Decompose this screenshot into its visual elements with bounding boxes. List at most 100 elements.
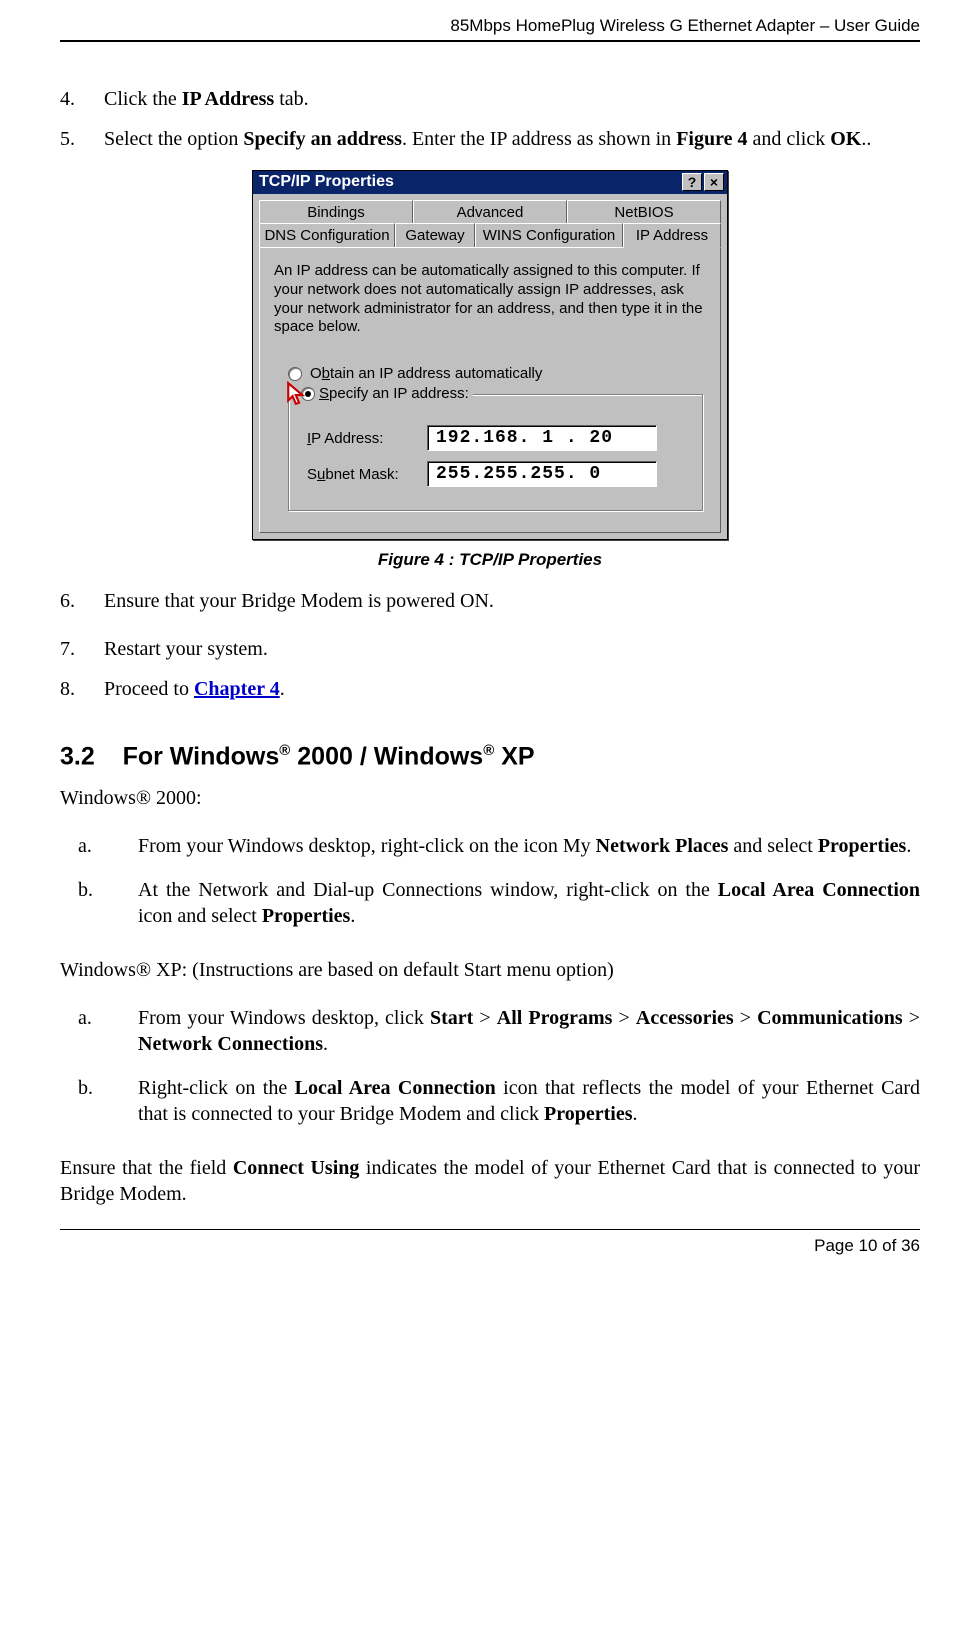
b: Network Places xyxy=(596,835,729,857)
b: Accessories xyxy=(636,1007,734,1029)
bold: Figure 4 xyxy=(676,128,747,150)
letter: b. xyxy=(78,877,93,903)
t: S xyxy=(307,466,317,483)
radio-icon xyxy=(288,367,302,381)
radio-label: Obtain an IP address automatically xyxy=(310,365,542,382)
closing-para: Ensure that the field Connect Using indi… xyxy=(60,1155,920,1207)
document-page: 85Mbps HomePlug Wireless G Ethernet Adap… xyxy=(0,0,980,1276)
winxp-b: b. Right-click on the Local Area Connect… xyxy=(60,1075,920,1127)
specify-groupbox: Specify an IP address: IP Address: 192.1… xyxy=(288,394,704,512)
t: P Address: xyxy=(311,430,383,447)
step-number: 8. xyxy=(60,676,75,702)
tab-netbios[interactable]: NetBIOS xyxy=(567,200,721,224)
numbered-steps: 4. Click the IP Address tab. 5. Select t… xyxy=(60,86,920,152)
dialog-title: TCP/IP Properties xyxy=(259,173,394,191)
win2000-a: a. From your Windows desktop, right-clic… xyxy=(60,833,920,859)
tab-wins[interactable]: WINS Configuration xyxy=(475,223,623,248)
bold: Specify an address xyxy=(243,128,402,150)
text: Proceed to xyxy=(104,678,194,700)
u: S xyxy=(319,385,329,402)
t: . xyxy=(633,1103,638,1125)
t: pecify an IP address: xyxy=(329,385,469,402)
tab-strip: Bindings Advanced NetBIOS DNS Configurat… xyxy=(253,194,727,248)
page-footer: Page 10 of 36 xyxy=(60,1236,920,1256)
letter: a. xyxy=(78,1005,92,1031)
letter: a. xyxy=(78,833,92,859)
tab-advanced[interactable]: Advanced xyxy=(413,200,567,224)
step-number: 5. xyxy=(60,126,75,152)
t: and select xyxy=(728,835,817,857)
step-number: 7. xyxy=(60,636,75,662)
radio-label: Specify an IP address: xyxy=(319,385,469,402)
reg-icon: ® xyxy=(279,742,290,759)
text: and click xyxy=(747,128,830,150)
t: > xyxy=(612,1007,635,1029)
subnet-input[interactable]: 255.255.255. 0 xyxy=(427,461,657,487)
t: From your Windows desktop, right-click o… xyxy=(138,835,596,857)
text: . xyxy=(280,678,285,700)
t: XP xyxy=(494,742,534,770)
t: icon and select xyxy=(138,905,262,927)
t: > xyxy=(734,1007,757,1029)
b: Properties xyxy=(262,905,351,927)
text: Select the option xyxy=(104,128,243,150)
b: Local Area Connection xyxy=(295,1077,496,1099)
win2000-b: b. At the Network and Dial-up Connection… xyxy=(60,877,920,929)
b: Local Area Connection xyxy=(718,879,920,901)
t: > xyxy=(473,1007,496,1029)
text: Ensure that your Bridge Modem is powered… xyxy=(104,590,494,612)
tab-row-front: DNS Configuration Gateway WINS Configura… xyxy=(259,223,721,248)
bold: OK xyxy=(830,128,861,150)
cursor-icon xyxy=(285,381,311,407)
page-header: 85Mbps HomePlug Wireless G Ethernet Adap… xyxy=(60,16,920,36)
footer-rule xyxy=(60,1229,920,1230)
figure-container: TCP/IP Properties ? × Bindings Advanced … xyxy=(60,170,920,540)
figure-caption: Figure 4 : TCP/IP Properties xyxy=(60,550,920,570)
ip-address-input[interactable]: 192.168. 1 . 20 xyxy=(427,425,657,451)
bold: IP Address xyxy=(182,88,274,110)
chapter-link[interactable]: Chapter 4 xyxy=(194,678,280,700)
reg-icon: ® xyxy=(483,742,494,759)
tab-dns[interactable]: DNS Configuration xyxy=(259,223,395,248)
titlebar-buttons: ? × xyxy=(682,173,724,191)
t: From your Windows desktop, click xyxy=(138,1007,430,1029)
radio-specify[interactable]: Specify an IP address: xyxy=(297,385,473,402)
section-heading: 3.2 For Windows® 2000 / Windows® XP xyxy=(60,742,920,771)
tab-row-back: Bindings Advanced NetBIOS xyxy=(259,200,721,224)
text: .. xyxy=(861,128,871,150)
t: . xyxy=(323,1033,328,1055)
step-7: 7. Restart your system. xyxy=(60,636,920,662)
step-6: 6. Ensure that your Bridge Modem is powe… xyxy=(60,588,920,614)
close-button[interactable]: × xyxy=(704,173,724,191)
b: Network Connections xyxy=(138,1033,323,1055)
text: . Enter the IP address as shown in xyxy=(402,128,676,150)
tab-bindings[interactable]: Bindings xyxy=(259,200,413,224)
u: b xyxy=(322,365,330,382)
numbered-steps-cont2: 7. Restart your system. 8. Proceed to Ch… xyxy=(60,636,920,702)
ip-address-row: IP Address: 192.168. 1 . 20 xyxy=(307,425,685,451)
tcpip-dialog: TCP/IP Properties ? × Bindings Advanced … xyxy=(252,170,728,540)
text: Click the xyxy=(104,88,182,110)
dialog-panel: An IP address can be automatically assig… xyxy=(259,247,721,533)
win2000-list: a. From your Windows desktop, right-clic… xyxy=(60,833,920,929)
tab-gateway[interactable]: Gateway xyxy=(395,223,475,248)
t: > xyxy=(903,1007,920,1029)
winxp-a: a. From your Windows desktop, click Star… xyxy=(60,1005,920,1057)
step-8: 8. Proceed to Chapter 4. xyxy=(60,676,920,702)
t: Right-click on the xyxy=(138,1077,295,1099)
b: Connect Using xyxy=(233,1157,360,1179)
t: For Windows xyxy=(123,742,280,770)
explain-text: An IP address can be automatically assig… xyxy=(274,262,706,337)
text: tab. xyxy=(274,88,308,110)
step-number: 6. xyxy=(60,588,75,614)
tab-ipaddress[interactable]: IP Address xyxy=(623,223,721,248)
header-rule xyxy=(60,40,920,42)
step-5: 5. Select the option Specify an address.… xyxy=(60,126,920,152)
radio-obtain-auto[interactable]: Obtain an IP address automatically xyxy=(288,365,706,382)
help-button[interactable]: ? xyxy=(682,173,702,191)
winxp-list: a. From your Windows desktop, click Star… xyxy=(60,1005,920,1127)
b: Communications xyxy=(757,1007,903,1029)
text: Restart your system. xyxy=(104,638,268,660)
winxp-heading: Windows® XP: (Instructions are based on … xyxy=(60,957,920,983)
t: . xyxy=(906,835,911,857)
